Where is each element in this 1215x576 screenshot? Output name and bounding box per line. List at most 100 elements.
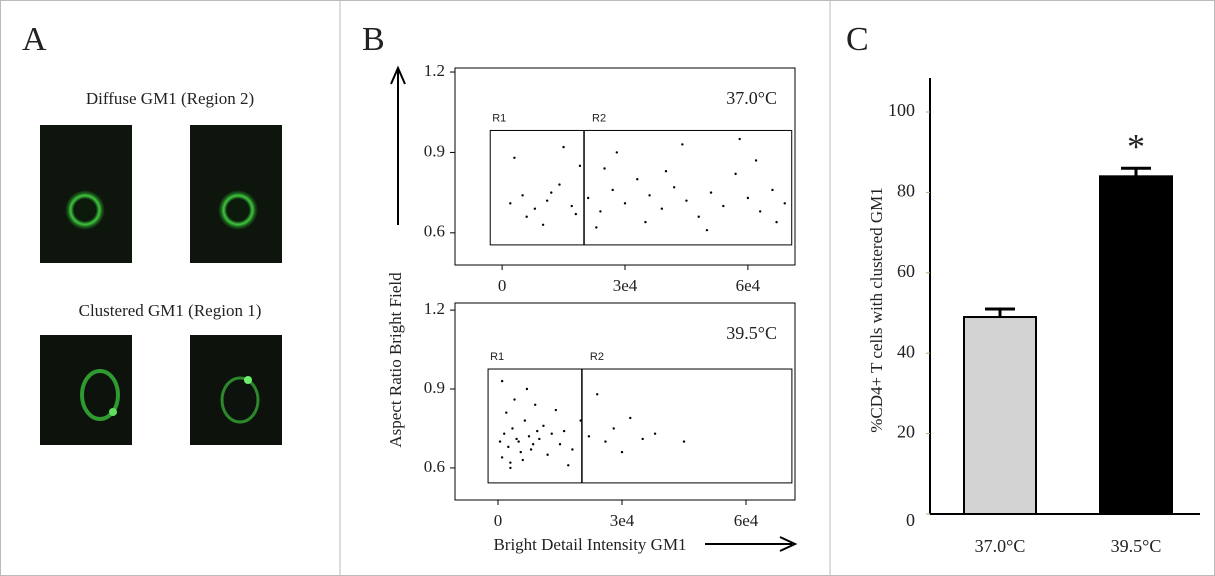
- caption: Diffuse GM1 (Region 2): [86, 89, 254, 108]
- bar: [1099, 175, 1173, 515]
- point: [615, 151, 619, 154]
- cell: [80, 369, 120, 421]
- y-tick-label: 1.2: [424, 61, 445, 80]
- y-tick-label: 100: [888, 100, 915, 120]
- point: [562, 145, 565, 149]
- point: [653, 432, 657, 435]
- y-tick-label: 40: [897, 341, 915, 361]
- y-tick-label: 0.9: [424, 378, 445, 397]
- x-axis-label: Bright Detail Intensity GM1: [493, 535, 686, 554]
- point: [550, 191, 553, 194]
- gate-label: R2: [590, 351, 604, 363]
- point: [783, 202, 786, 205]
- y-tick-label: 60: [897, 261, 915, 281]
- point: [511, 427, 514, 430]
- panel-label: C: [846, 21, 869, 58]
- point: [525, 215, 528, 218]
- point: [509, 466, 512, 470]
- point: [500, 456, 504, 459]
- point: [709, 191, 713, 194]
- x-tick-label: 0: [494, 511, 503, 530]
- x-tick-label: 6e4: [736, 276, 761, 295]
- point: [515, 437, 518, 441]
- caption: Clustered GM1 (Region 1): [79, 301, 262, 320]
- point: [502, 432, 506, 435]
- y-tick-label: 20: [897, 422, 915, 442]
- point: [705, 228, 709, 232]
- cell: [65, 190, 105, 230]
- point: [550, 432, 553, 435]
- point: [596, 393, 599, 396]
- y-tick-label: 0.6: [424, 222, 445, 241]
- y-tick-label: 80: [897, 181, 915, 201]
- point: [562, 429, 566, 433]
- cell: [218, 190, 258, 230]
- point: [533, 403, 537, 406]
- cluster: [244, 376, 252, 384]
- point: [734, 172, 737, 176]
- point: [513, 398, 516, 401]
- cell-images: [40, 125, 282, 445]
- point: [758, 210, 762, 213]
- y-axis-label: %CD4+ T cells with clustered GM1: [867, 187, 886, 433]
- point: [595, 226, 598, 229]
- point: [546, 453, 549, 456]
- arrowhead: [390, 65, 406, 85]
- point: [521, 458, 524, 462]
- point: [648, 194, 651, 197]
- point: [682, 440, 686, 443]
- point: [542, 424, 545, 428]
- gate: [489, 129, 793, 246]
- point: [507, 445, 510, 449]
- y-tick-label: 0.9: [424, 141, 445, 160]
- point: [521, 194, 524, 197]
- y-axis-label: Aspect Ratio Bright Field: [386, 272, 405, 448]
- point: [571, 448, 574, 451]
- point: [636, 178, 639, 181]
- point: [574, 212, 578, 216]
- point: [746, 196, 750, 200]
- point: [500, 379, 504, 383]
- point: [570, 204, 573, 208]
- point: [558, 443, 562, 446]
- point: [672, 186, 676, 189]
- x-tick-label: 3e4: [610, 511, 635, 530]
- point: [541, 223, 545, 226]
- bar: [963, 316, 1037, 515]
- point: [754, 159, 758, 162]
- point: [604, 440, 607, 443]
- point: [644, 220, 647, 224]
- point: [587, 435, 591, 438]
- point: [775, 220, 778, 224]
- point: [538, 437, 541, 441]
- point: [519, 450, 522, 454]
- point: [681, 143, 684, 146]
- condition-label: 39.5°C: [726, 323, 777, 343]
- point: [554, 408, 558, 412]
- point: [612, 427, 615, 430]
- y-tick-label: 0.6: [424, 457, 445, 476]
- point: [523, 419, 527, 422]
- point: [611, 188, 614, 192]
- arrowhead: [779, 536, 798, 552]
- point: [771, 188, 774, 192]
- point: [527, 435, 531, 438]
- point: [509, 461, 512, 464]
- point: [697, 215, 700, 218]
- point: [660, 207, 664, 210]
- point: [623, 202, 627, 205]
- condition-label: 37.0°C: [726, 88, 777, 108]
- point: [738, 137, 741, 141]
- point: [722, 204, 725, 208]
- point: [533, 207, 537, 210]
- cell: [220, 376, 260, 424]
- gate-label: R1: [490, 351, 504, 363]
- gate-label: R1: [492, 112, 506, 124]
- point: [641, 437, 644, 441]
- point: [531, 443, 535, 446]
- point: [664, 169, 668, 173]
- significance: *: [1127, 127, 1145, 167]
- gate: [487, 368, 793, 484]
- point: [509, 202, 512, 205]
